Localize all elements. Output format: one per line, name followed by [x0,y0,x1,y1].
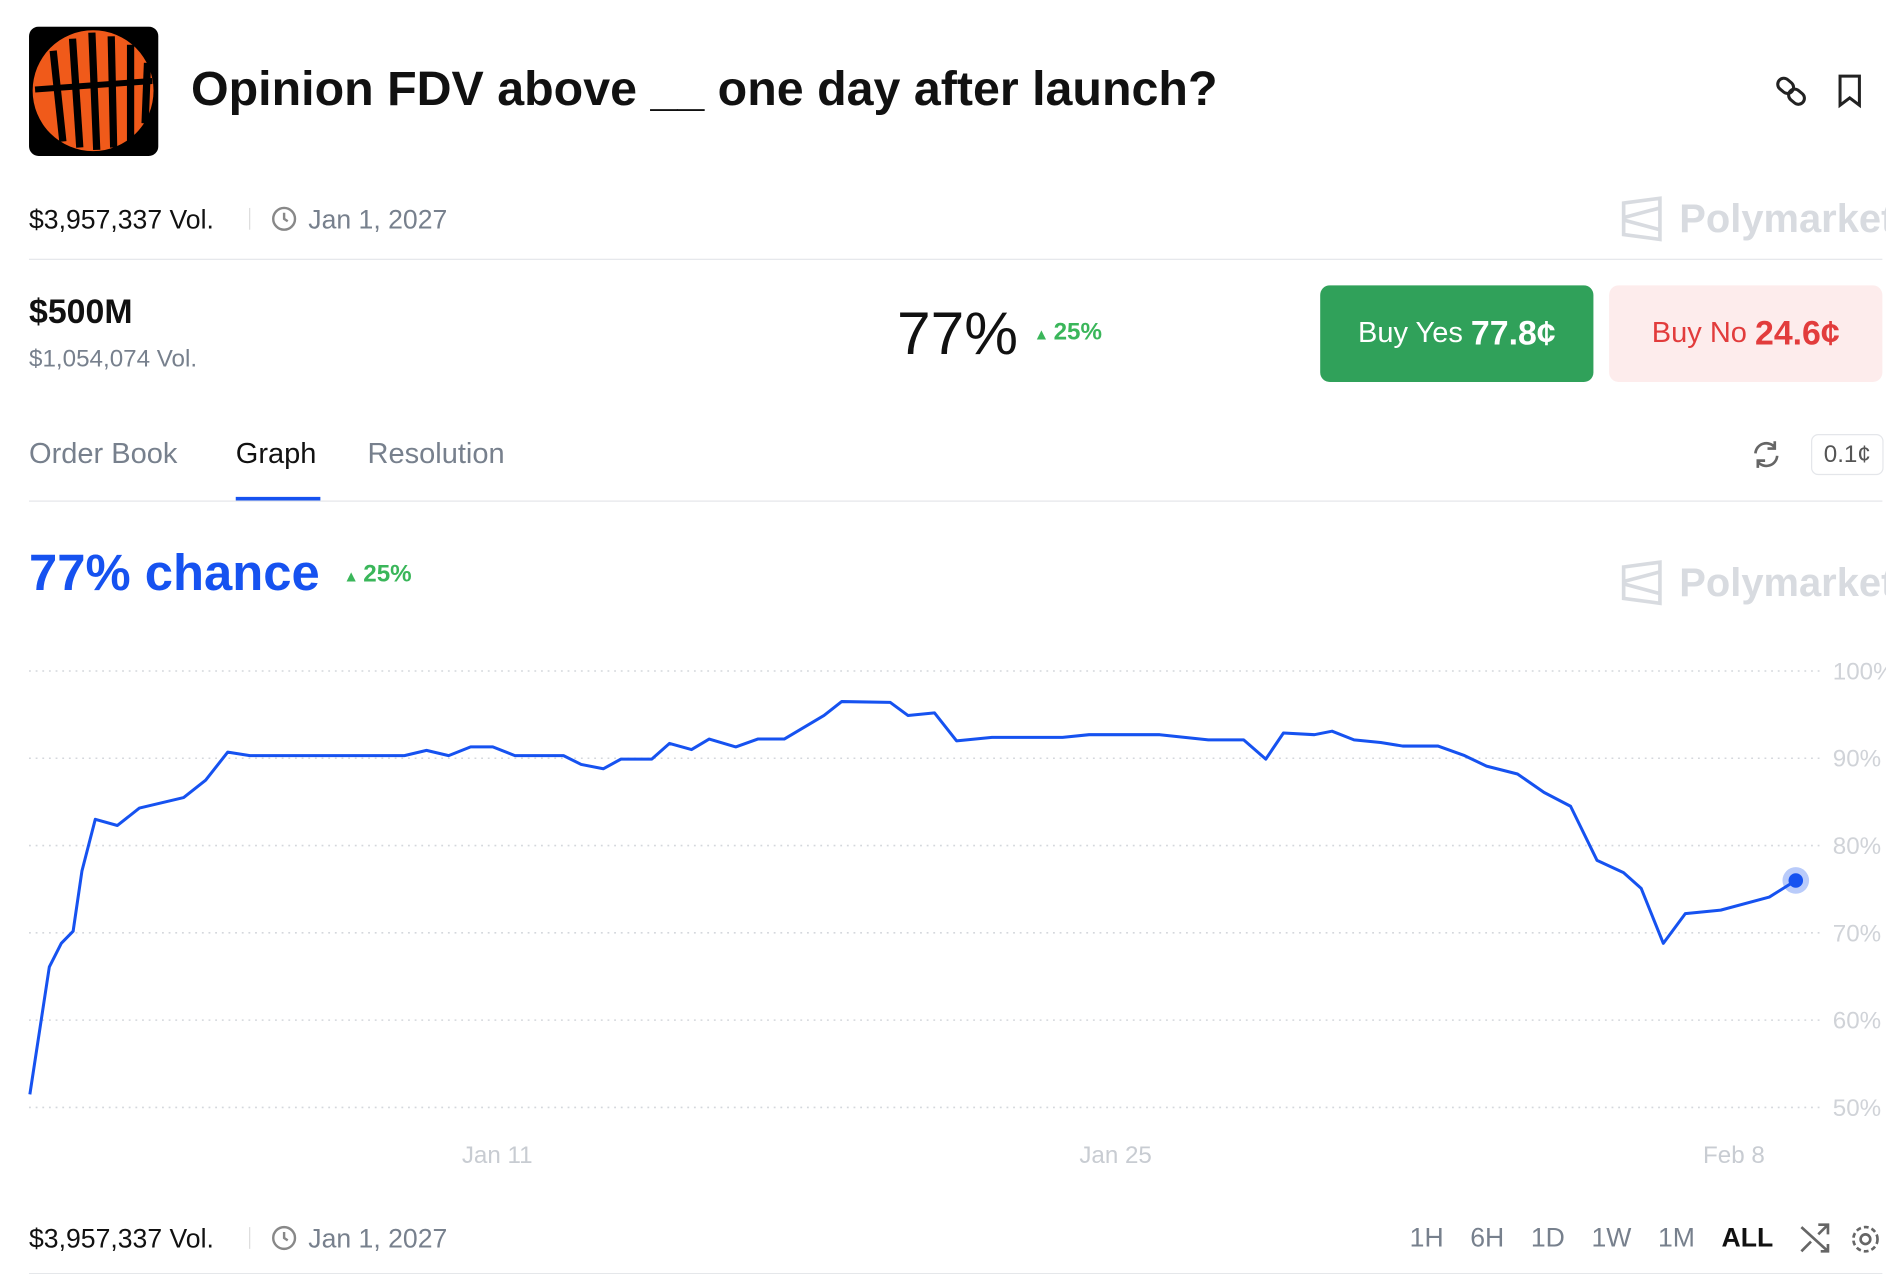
total-volume: $3,957,337 Vol. [29,204,214,235]
buy-no-button[interactable]: Buy No 24.6¢ [1609,285,1883,383]
buy-no-price: 24.6¢ [1754,314,1840,352]
x-tick-label: Feb 8 [1703,1142,1765,1169]
brand-logo [1621,560,1662,606]
x-tick-label: Jan 11 [462,1142,533,1169]
range-button[interactable]: 1M [1657,1222,1695,1253]
shuffle-button[interactable] [1799,1222,1830,1253]
last-point [1788,873,1804,888]
range-selector: 1H 6H 1D 1W 1M ALL [1410,1222,1774,1253]
market-title: Opinion FDV above __ one day after launc… [191,62,1218,117]
outcome-probability: 77% [897,299,1019,368]
copy-link-button[interactable] [1772,73,1811,112]
y-tick-label: 80% [1833,833,1881,860]
tick-size[interactable]: 0.1¢ [1811,434,1884,476]
settings-button[interactable] [1849,1222,1883,1256]
y-tick-label: 50% [1833,1095,1881,1122]
tab[interactable]: Resolution [367,437,505,471]
brand-name: Polymarket [1679,195,1886,241]
outcome-volume: $1,054,074 Vol. [29,345,198,373]
y-tick-label: 100% [1833,658,1886,685]
active-tab-indicator [235,496,321,501]
change-value: 25% [1053,319,1102,346]
brand-name: Polymarket [1679,559,1886,605]
end-date: Jan 1, 2027 [308,1223,448,1254]
market-icon [29,26,159,156]
y-tick-label: 70% [1833,920,1881,947]
buy-yes-price: 77.8¢ [1470,314,1556,352]
range-button[interactable]: ALL [1721,1222,1774,1253]
price-line [28,700,1797,1095]
outcome-change: ▲ 25% [1033,319,1102,346]
divider [249,1227,251,1249]
clock-icon [272,206,297,231]
buy-no-label: Buy No [1651,316,1747,350]
y-tick-label: 90% [1833,746,1881,773]
x-tick-label: Jan 25 [1079,1142,1152,1169]
outcome-name: $500M [29,292,133,331]
buy-yes-label: Buy Yes [1357,316,1463,350]
total-volume: $3,957,337 Vol. [29,1223,214,1254]
buy-yes-button[interactable]: Buy Yes 77.8¢ [1320,285,1594,383]
chance-change: ▲ 25% [343,560,412,588]
y-tick-label: 60% [1833,1008,1881,1035]
refresh-button[interactable] [1751,439,1782,470]
tab[interactable]: Graph [235,437,317,471]
range-button[interactable]: 1H [1409,1222,1444,1253]
range-button[interactable]: 1D [1530,1222,1565,1253]
divider [249,207,251,230]
bookmark-button[interactable] [1835,73,1866,109]
divider [29,500,1883,502]
range-button[interactable]: 6H [1470,1222,1505,1253]
range-button[interactable]: 1W [1591,1222,1632,1253]
chance-title: 77% chance [29,544,320,601]
divider [29,258,1883,260]
tab[interactable]: Order Book [29,437,178,471]
change-value: 25% [363,560,412,588]
clock-icon [272,1225,297,1251]
end-date: Jan 1, 2027 [308,204,448,235]
brand-logo [1621,196,1662,242]
